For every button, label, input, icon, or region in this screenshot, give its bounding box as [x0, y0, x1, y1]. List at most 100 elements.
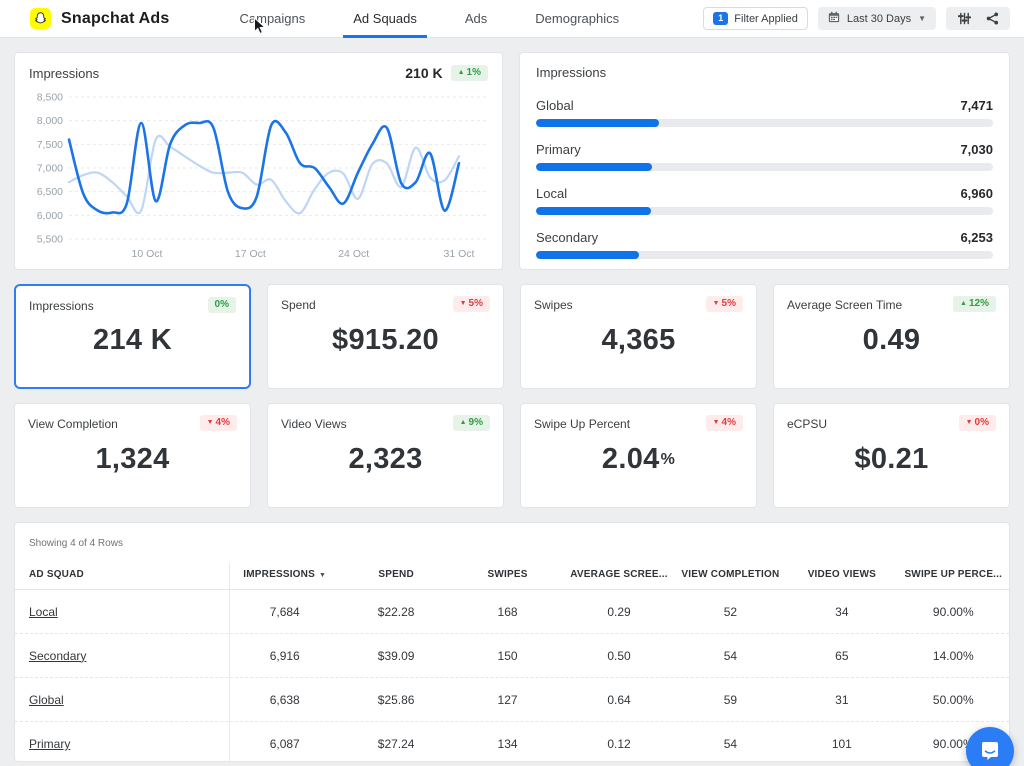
table-cell: 65: [835, 648, 849, 663]
tab-ads[interactable]: Ads: [464, 11, 488, 26]
arrow-up-icon: ▲: [960, 300, 967, 307]
table-body: Local 7,684 $22.28 168 0.29 52 34 90.00% Seconda…: [15, 590, 1009, 761]
filters-sliders-icon[interactable]: [950, 7, 978, 30]
ad-squad-link[interactable]: Secondary: [29, 648, 87, 663]
ad-squad-link[interactable]: Global: [29, 692, 64, 707]
toolbar-icon-group: [946, 7, 1010, 30]
table-cell: $39.09: [377, 648, 415, 663]
kpi-title: Impressions: [29, 299, 94, 313]
bar-row-local: Local 6,960: [536, 186, 993, 215]
kpi-change-badge: ▼ 0%: [958, 415, 996, 431]
table-row-secondary: Secondary 6,916 $39.09 150 0.50 54 65 14.00%: [15, 634, 1009, 678]
ad-squads-table: AD SQUAD IMPRESSIONS ▼ SPEND SWIPES AVERAGE S…: [15, 559, 1009, 761]
kpi-value: 2.04%: [601, 443, 676, 475]
kpi-card-swipes[interactable]: Swipes ▼ 5% 4,365: [520, 284, 757, 389]
bar-fill: [536, 119, 660, 127]
kpi-title: Average Screen Time: [787, 298, 903, 312]
table-cell: 54: [723, 648, 738, 663]
kpi-card-average-screen-time[interactable]: Average Screen Time ▲ 12% 0.49: [773, 284, 1010, 389]
bar-label: Primary: [536, 142, 581, 157]
bar-row-primary: Primary 7,030: [536, 142, 993, 171]
line-chart-total: 210 K: [405, 65, 443, 81]
table-column-divider: [229, 563, 230, 761]
line-chart-title: Impressions: [29, 65, 100, 81]
kpi-card-ecpsu[interactable]: eCPSU ▼ 0% $0.21: [773, 403, 1010, 508]
bar-label: Local: [536, 186, 568, 201]
arrow-up-icon: ▲: [459, 419, 467, 426]
kpi-title: Video Views: [281, 417, 347, 431]
filter-applied-button[interactable]: 1 Filter Applied: [703, 7, 808, 30]
bar-value: 6,253: [960, 230, 993, 245]
bar-value: 6,960: [960, 186, 993, 201]
ad-squad-name-cell: Secondary: [15, 649, 229, 663]
kpi-change-badge: ▼ 4%: [705, 415, 743, 431]
table-cell: 0.29: [607, 604, 631, 619]
share-icon[interactable]: [978, 7, 1006, 30]
impressions-line-chart: 8,500 8,000 7,500 7,000 6,500 6,000 5,500 10 Oc…: [29, 87, 488, 270]
chat-launcher-button[interactable]: [966, 727, 1014, 766]
date-range-button[interactable]: Last 30 Days ▼: [817, 7, 936, 30]
tab-demographics[interactable]: Demographics: [535, 11, 620, 26]
kpi-value: $0.21: [854, 443, 929, 475]
table-cell: 90.00%: [932, 604, 974, 619]
kpi-card-spend[interactable]: Spend ▼ 5% $915.20: [267, 284, 504, 389]
svg-text:7,000: 7,000: [37, 163, 63, 175]
filter-applied-label: Filter Applied: [734, 12, 798, 25]
kpi-value: 2,323: [348, 443, 423, 475]
table-cell: 101: [831, 737, 852, 751]
ad-squad-link[interactable]: Primary: [29, 737, 71, 751]
table-cell: 134: [497, 737, 518, 751]
line-series-current-period: [67, 119, 461, 215]
bar-value: 7,030: [960, 142, 993, 157]
topbar-controls: 1 Filter Applied Last 30 Days ▼: [703, 7, 1010, 30]
column-header-video-views[interactable]: VIDEO VIEWS: [807, 568, 877, 580]
bar-fill: [536, 163, 653, 171]
column-header-ad-squad[interactable]: AD SQUAD: [29, 568, 84, 580]
table-cell: 54: [723, 737, 738, 751]
kpi-title: eCPSU: [787, 417, 828, 431]
column-header-swipe-up-perce[interactable]: SWIPE UP PERCE...: [904, 568, 1003, 580]
table-cell: 14.00%: [932, 648, 974, 663]
table-cell: 6,638: [269, 692, 300, 707]
svg-text:6,500: 6,500: [37, 186, 63, 198]
table-cell: 0.12: [607, 737, 631, 751]
svg-text:7,500: 7,500: [37, 139, 63, 151]
kpi-card-swipe-up-percent[interactable]: Swipe Up Percent ▼ 4% 2.04%: [520, 403, 757, 508]
column-header-impressions[interactable]: IMPRESSIONS ▼: [243, 568, 327, 580]
kpi-value: 4,365: [601, 324, 676, 356]
column-header-view-completion[interactable]: VIEW COMPLETION: [681, 568, 780, 580]
arrow-down-icon: ▼: [965, 419, 973, 426]
kpi-card-video-views[interactable]: Video Views ▲ 9% 2,323: [267, 403, 504, 508]
column-header-average-scree[interactable]: AVERAGE SCREE...: [570, 568, 668, 580]
tab-ad-squads[interactable]: Ad Squads: [329, 0, 441, 38]
kpi-change-badge: ▼ 5%: [705, 296, 743, 312]
table-row-primary: Primary 6,087 $27.24 134 0.12 54 101 90.00%: [15, 722, 1009, 761]
table-cell: 59: [723, 692, 738, 707]
column-header-spend[interactable]: SPEND: [378, 568, 414, 580]
kpi-title: Swipes: [534, 298, 573, 312]
table-row-count: Showing 4 of 4 Rows: [29, 538, 123, 549]
bars-card-title: Impressions: [536, 65, 607, 80]
line-series-previous-period: [67, 134, 461, 215]
svg-text:8,500: 8,500: [37, 92, 63, 104]
svg-text:10 Oct: 10 Oct: [132, 248, 163, 260]
column-header-swipes[interactable]: SWIPES: [487, 568, 528, 580]
ad-squad-link[interactable]: Local: [29, 604, 58, 619]
dashboard: Impressions 210 K ▲ 1% 8,500 8,000 7,500 7,0…: [0, 38, 1024, 766]
nav-tabs: Campaigns Ad Squads Ads Demographics: [216, 0, 644, 38]
kpi-value: 214 K: [93, 324, 172, 356]
kpi-title: Spend: [281, 298, 316, 312]
kpi-card-impressions[interactable]: Impressions 0% 214 K: [14, 284, 251, 389]
svg-text:17 Oct: 17 Oct: [235, 248, 266, 260]
line-chart-change-badge: ▲ 1%: [450, 65, 488, 81]
kpi-value: $915.20: [332, 324, 439, 356]
arrow-down-icon: ▼: [206, 419, 214, 426]
kpi-title: View Completion: [28, 417, 118, 431]
tab-campaigns[interactable]: Campaigns: [239, 11, 306, 26]
date-range-label: Last 30 Days: [846, 12, 912, 25]
impressions-bars-card: Impressions Global 7,471 Primary 7,030 Local…: [519, 52, 1010, 270]
bar-track: [536, 163, 993, 171]
kpi-change-badge: ▲ 12%: [953, 296, 996, 312]
kpi-card-view-completion[interactable]: View Completion ▼ 4% 1,324: [14, 403, 251, 508]
topbar: Snapchat Ads Campaigns Ad Squads Ads Demogr…: [0, 0, 1024, 38]
